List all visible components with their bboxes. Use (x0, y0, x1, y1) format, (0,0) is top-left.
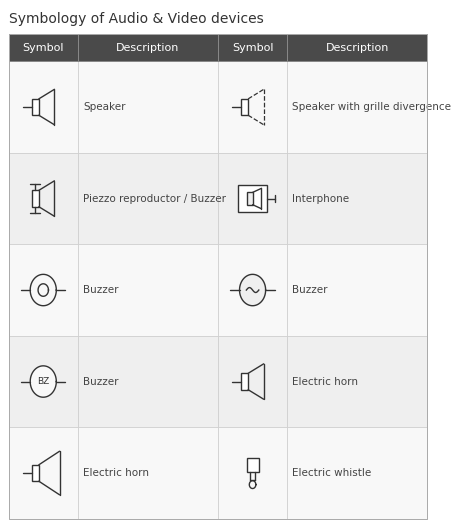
Text: Speaker: Speaker (83, 102, 126, 112)
FancyBboxPatch shape (78, 153, 218, 244)
Text: Description: Description (116, 42, 180, 53)
Text: Interphone: Interphone (292, 193, 349, 203)
FancyBboxPatch shape (78, 336, 218, 427)
Text: Buzzer: Buzzer (292, 285, 328, 295)
Text: Symbology of Audio & Video devices: Symbology of Audio & Video devices (9, 12, 264, 26)
Polygon shape (239, 275, 265, 305)
Bar (241, 99, 248, 115)
FancyBboxPatch shape (9, 427, 78, 519)
FancyBboxPatch shape (9, 34, 78, 61)
FancyBboxPatch shape (287, 153, 428, 244)
Text: Buzzer: Buzzer (83, 285, 118, 295)
Bar (32, 190, 39, 206)
FancyBboxPatch shape (78, 34, 218, 61)
FancyBboxPatch shape (78, 427, 218, 519)
Text: Symbol: Symbol (22, 42, 64, 53)
FancyBboxPatch shape (78, 61, 218, 153)
Bar (32, 465, 39, 481)
Bar (247, 192, 253, 205)
Text: Symbol: Symbol (232, 42, 273, 53)
Text: Piezzo reproductor / Buzzer: Piezzo reproductor / Buzzer (83, 193, 226, 203)
FancyBboxPatch shape (218, 34, 287, 61)
Text: Electric horn: Electric horn (292, 377, 358, 387)
FancyBboxPatch shape (287, 61, 428, 153)
FancyBboxPatch shape (218, 244, 287, 336)
FancyBboxPatch shape (9, 61, 78, 153)
Text: BZ: BZ (37, 377, 49, 386)
Bar (238, 185, 267, 212)
FancyBboxPatch shape (287, 336, 428, 427)
Text: Electric horn: Electric horn (83, 468, 149, 478)
Text: Electric whistle: Electric whistle (292, 468, 372, 478)
Bar (32, 99, 39, 115)
Bar (241, 373, 248, 390)
Polygon shape (249, 481, 256, 488)
Text: Description: Description (326, 42, 389, 53)
FancyBboxPatch shape (9, 244, 78, 336)
Bar (246, 458, 258, 472)
FancyBboxPatch shape (287, 34, 428, 61)
FancyBboxPatch shape (9, 336, 78, 427)
FancyBboxPatch shape (218, 427, 287, 519)
Text: Speaker with grille divergence: Speaker with grille divergence (292, 102, 451, 112)
Polygon shape (30, 275, 56, 305)
Text: Buzzer: Buzzer (83, 377, 118, 387)
Polygon shape (30, 366, 56, 397)
FancyBboxPatch shape (287, 244, 428, 336)
FancyBboxPatch shape (218, 336, 287, 427)
FancyBboxPatch shape (9, 153, 78, 244)
FancyBboxPatch shape (218, 61, 287, 153)
FancyBboxPatch shape (287, 427, 428, 519)
FancyBboxPatch shape (218, 153, 287, 244)
FancyBboxPatch shape (78, 244, 218, 336)
